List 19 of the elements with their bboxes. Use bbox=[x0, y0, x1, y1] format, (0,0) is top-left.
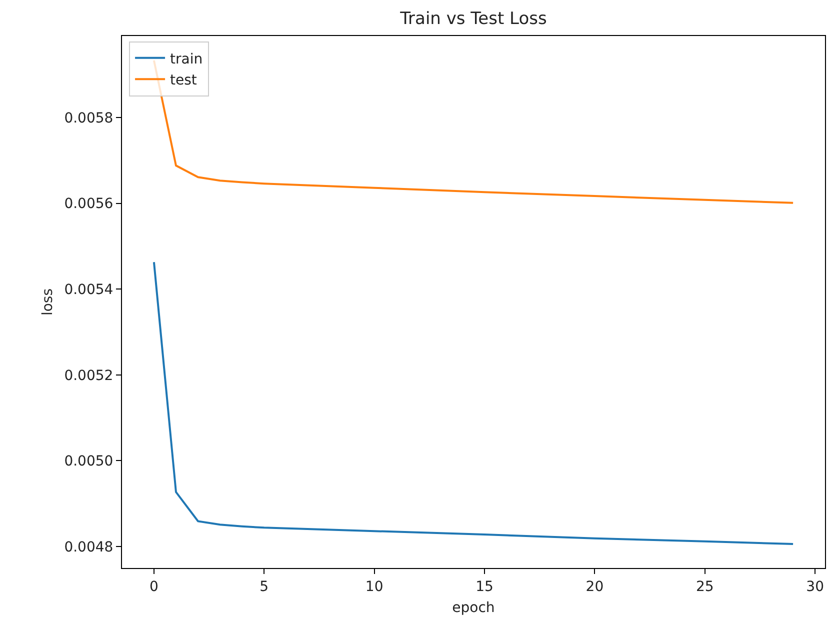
chart-title: Train vs Test Loss bbox=[399, 8, 547, 29]
x-tick-label: 5 bbox=[260, 578, 269, 595]
line-series bbox=[152, 261, 794, 545]
y-tick-label: 0.0054 bbox=[64, 282, 114, 298]
y-tick-label: 0.0052 bbox=[64, 368, 114, 384]
x-tick-label: 20 bbox=[586, 578, 604, 595]
x-tick-label: 15 bbox=[476, 578, 494, 595]
legend-label: train bbox=[170, 51, 203, 68]
x-tick-label: 25 bbox=[696, 578, 714, 595]
y-tick-label: 0.0050 bbox=[64, 454, 114, 470]
y-tick-label: 0.0048 bbox=[64, 539, 114, 556]
legend-label: test bbox=[170, 72, 198, 89]
x-tick-label: 10 bbox=[365, 578, 384, 595]
x-axis-title: epoch bbox=[452, 600, 495, 616]
y-tick-label: 0.0058 bbox=[64, 110, 114, 126]
x-tick-label: 30 bbox=[806, 578, 824, 595]
x-tick-label: 0 bbox=[149, 578, 158, 595]
y-tick-label: 0.0056 bbox=[64, 196, 114, 212]
y-axis-title: loss bbox=[40, 288, 56, 316]
